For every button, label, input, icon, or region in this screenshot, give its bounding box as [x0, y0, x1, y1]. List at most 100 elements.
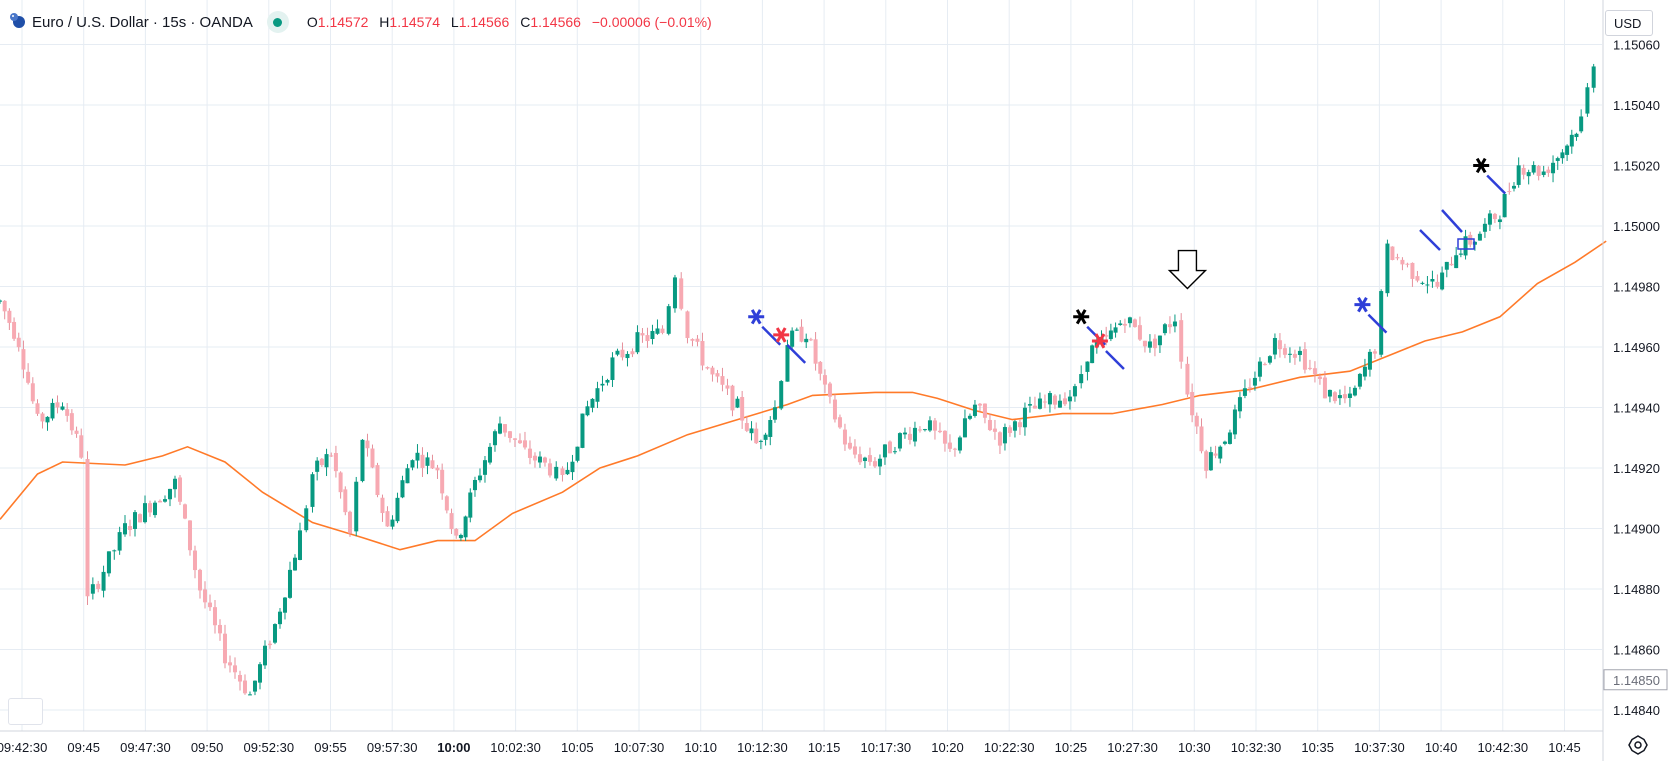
candle-body [310, 474, 315, 507]
candle [385, 506, 390, 527]
annotation-stroke [1486, 174, 1507, 195]
candle-body [600, 383, 605, 386]
annotation-box[interactable] [1457, 238, 1475, 250]
candle-body [1574, 133, 1579, 138]
candle-body [1104, 335, 1109, 337]
candle [502, 424, 507, 437]
annotations-layer[interactable] [748, 157, 1507, 370]
candle [1307, 359, 1312, 371]
candle [645, 327, 650, 348]
candle [252, 680, 257, 696]
candle [410, 459, 415, 471]
candle [1415, 270, 1420, 283]
asterisk-marker[interactable] [1091, 333, 1125, 370]
candle [1536, 164, 1541, 181]
candle-body [222, 633, 227, 664]
candle-body [690, 339, 695, 341]
currency-selector[interactable]: USD [1605, 10, 1653, 36]
candle-body [522, 440, 527, 448]
candle [507, 430, 512, 443]
ohlc-values: O1.14572 H1.14574 L1.14566 C1.14566 −0.0… [307, 14, 719, 30]
asterisk-marker[interactable] [1473, 157, 1507, 195]
candle [1247, 378, 1252, 393]
candle [872, 457, 877, 468]
candle-body [85, 459, 90, 597]
candle [454, 528, 459, 539]
candle-body [1492, 213, 1497, 220]
candle [1282, 343, 1287, 359]
candle-body [610, 357, 615, 380]
annotation-stroke[interactable] [1441, 209, 1463, 233]
candle-body [1277, 340, 1282, 350]
candle [0, 299, 2, 304]
candle-body [937, 430, 942, 433]
candle-body [862, 457, 867, 462]
candle [232, 657, 237, 679]
candle [1454, 246, 1459, 269]
candle-body [1157, 335, 1162, 346]
candle [1395, 253, 1400, 261]
time-tick-label: 10:02:30 [490, 740, 541, 755]
candle [277, 608, 282, 629]
candle-body [1487, 213, 1492, 225]
market-status-icon[interactable] [266, 11, 289, 33]
time-tick-label: 10:45 [1548, 740, 1581, 755]
annotation-stroke[interactable] [1419, 229, 1441, 251]
candle-body [1218, 446, 1223, 459]
price-tick-label: 1.15060 [1613, 38, 1660, 53]
candle-body [957, 437, 962, 451]
candle [897, 432, 902, 452]
candle-body [992, 428, 997, 432]
candle [700, 332, 705, 371]
asterisk-marker[interactable] [773, 327, 807, 364]
indicator-toggle-box[interactable] [8, 698, 43, 725]
candle-body [1227, 432, 1232, 444]
candle-body [329, 455, 334, 457]
candle-body [517, 440, 522, 444]
annotation-stroke [786, 344, 807, 364]
candle [772, 400, 777, 423]
candle-body [1430, 279, 1435, 282]
candle-body [575, 446, 580, 461]
gear-icon[interactable] [1628, 735, 1648, 755]
candle-body [877, 458, 882, 467]
candle [705, 366, 710, 370]
symbol-title[interactable]: Euro / U.S. Dollar · 15s · OANDA [32, 13, 253, 31]
symbol-legend[interactable]: Euro / U.S. Dollar · 15s · OANDA O1.1457… [8, 10, 719, 34]
candle-body [912, 427, 917, 442]
arrow-down-marker[interactable] [1167, 249, 1208, 290]
candle-body [1312, 368, 1317, 375]
candle [827, 381, 832, 404]
candle [1062, 392, 1067, 407]
candle-body [1017, 422, 1022, 428]
moving-average-layer [0, 240, 1607, 551]
candle [1317, 373, 1322, 385]
candle-body [1372, 351, 1377, 354]
candle-body [982, 403, 987, 418]
candle [590, 398, 595, 413]
candle-body [1090, 345, 1095, 364]
candle [1322, 371, 1327, 399]
candle [575, 446, 580, 463]
candle [1531, 161, 1536, 175]
candle-body [1127, 317, 1132, 324]
candle-body [857, 454, 862, 463]
candle [152, 500, 157, 518]
candle-body [1317, 376, 1322, 380]
asterisk-marker[interactable] [748, 309, 782, 346]
asterisk-marker[interactable] [1354, 296, 1388, 334]
candle-body [74, 430, 79, 434]
price-tick-label: 1.14960 [1613, 340, 1660, 355]
candle-body [785, 345, 790, 382]
candle-body [1420, 282, 1425, 284]
candle [808, 337, 813, 342]
candle-body [754, 428, 759, 444]
candle-body [1012, 421, 1017, 431]
candle-body [1569, 134, 1574, 147]
candle [615, 348, 620, 357]
candle [1487, 210, 1492, 231]
candle-body [1591, 66, 1596, 88]
candle [60, 402, 65, 411]
candle [74, 426, 79, 438]
